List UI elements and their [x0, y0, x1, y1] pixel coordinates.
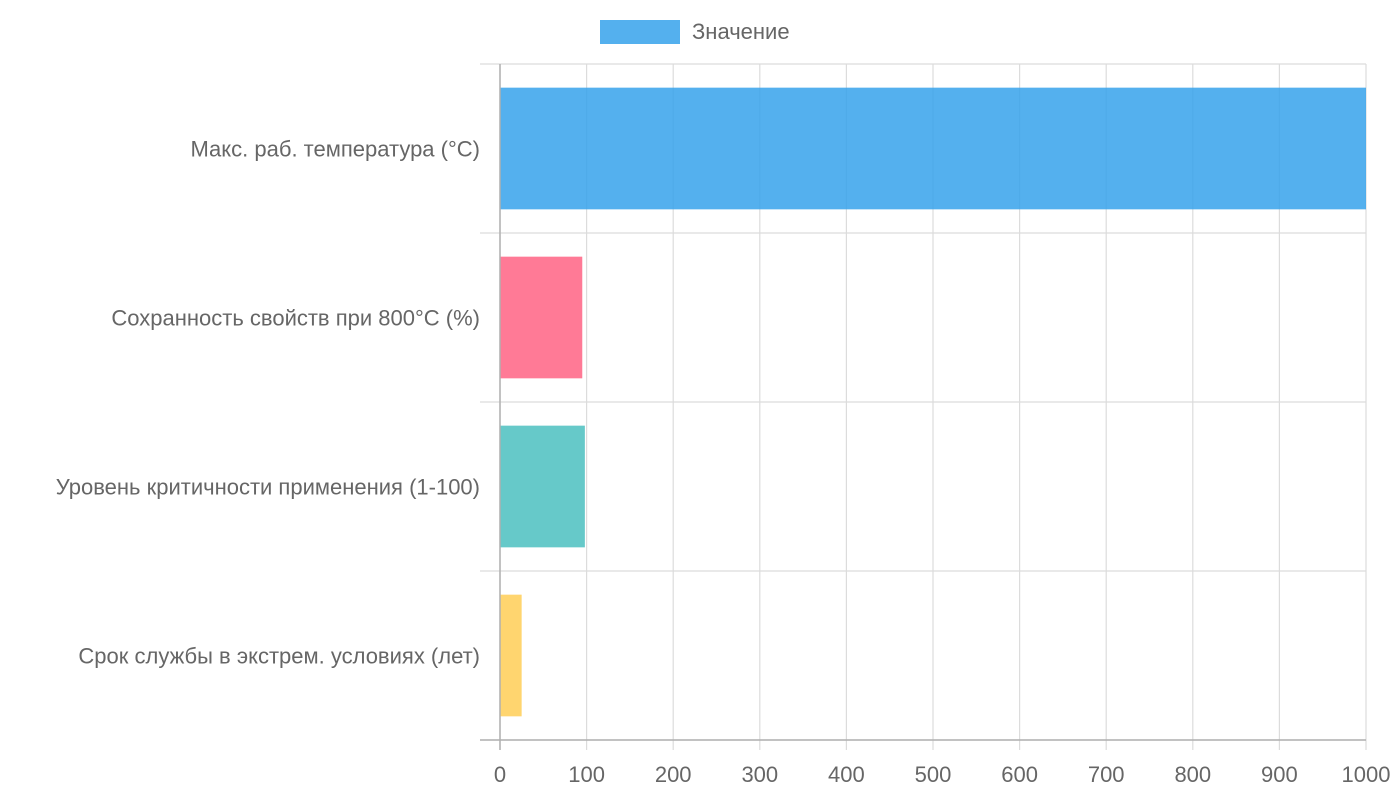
bar [500, 594, 522, 717]
bar [500, 256, 583, 379]
x-tick-label: 900 [1261, 762, 1298, 787]
x-tick-label: 700 [1088, 762, 1125, 787]
x-tick-label: 100 [568, 762, 605, 787]
bar [500, 425, 585, 548]
legend-swatch [600, 20, 680, 44]
x-tick-label: 300 [741, 762, 778, 787]
x-tick-label: 400 [828, 762, 865, 787]
x-tick-label: 800 [1174, 762, 1211, 787]
category-label: Макс. раб. температура (°C) [190, 137, 480, 162]
bar [500, 87, 1366, 210]
x-tick-label: 200 [655, 762, 692, 787]
x-tick-label: 600 [1001, 762, 1038, 787]
bar-layer [500, 87, 1366, 717]
axis-layer: 0 100 200 300 400 500 600 700 800 900 1000 Макс. ра… [56, 64, 1391, 787]
x-tick-label: 1000 [1342, 762, 1391, 787]
x-tick-label: 0 [494, 762, 506, 787]
x-tick-label: 500 [915, 762, 952, 787]
category-label: Срок службы в экстрем. условиях (лет) [78, 644, 480, 669]
legend-label: Значение [692, 19, 790, 44]
legend: Значение [600, 19, 790, 44]
category-label: Сохранность свойств при 800°C (%) [111, 306, 480, 331]
category-label: Уровень критичности применения (1-100) [56, 475, 480, 500]
